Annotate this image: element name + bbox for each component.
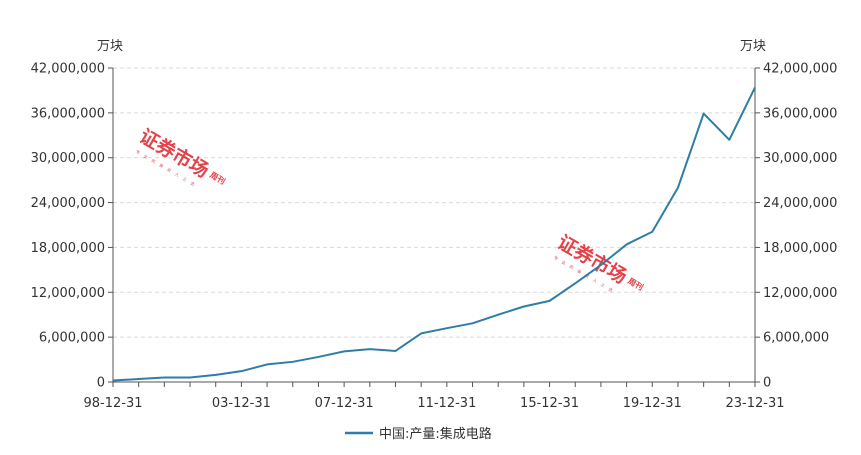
y-tick-label-left: 12,000,000 xyxy=(31,286,105,301)
y-unit-left: 万块 xyxy=(97,39,123,54)
y-tick-label-right: 36,000,000 xyxy=(763,106,837,121)
grid-lines xyxy=(113,67,755,338)
y-tick-label-left: 0 xyxy=(97,376,105,391)
x-tick-label: 23-12-31 xyxy=(725,396,784,411)
axes: 万块 万块 xyxy=(97,39,766,383)
watermark-side-text: 周刊 xyxy=(626,276,645,293)
x-tick-label: 03-12-31 xyxy=(212,396,271,411)
y-tick-label-left: 36,000,000 xyxy=(31,106,105,121)
x-tick-label: 15-12-31 xyxy=(520,396,579,411)
ticks: 0 0 6,000,000 6,000,000 12,000,000 12,000,000… xyxy=(31,62,838,412)
y-tick-label-right: 24,000,000 xyxy=(763,196,837,211)
series xyxy=(112,86,756,382)
y-tick-label-right: 18,000,000 xyxy=(763,241,837,256)
y-tick-label-right: 6,000,000 xyxy=(763,331,829,346)
y-tick-label-left: 24,000,000 xyxy=(31,196,105,211)
y-tick-label-left: 6,000,000 xyxy=(39,331,105,346)
y-tick-label-left: 42,000,000 xyxy=(31,62,105,77)
x-tick-label: 19-12-31 xyxy=(623,396,682,411)
legend-label: 中国:产量:集成电路 xyxy=(379,426,492,442)
y-tick-label-right: 0 xyxy=(763,376,771,391)
series-line xyxy=(112,86,756,382)
y-tick-label-right: 42,000,000 xyxy=(763,62,837,77)
x-tick-label: 07-12-31 xyxy=(315,396,374,411)
x-tick-label: 98-12-31 xyxy=(83,396,142,411)
y-tick-label-right: 30,000,000 xyxy=(763,151,837,166)
watermark-side-text: 周刊 xyxy=(208,170,227,187)
legend[interactable]: 中国:产量:集成电路 xyxy=(345,426,492,442)
y-tick-label-left: 18,000,000 xyxy=(31,241,105,256)
y-tick-label-right: 12,000,000 xyxy=(763,286,837,301)
y-unit-right: 万块 xyxy=(740,39,766,54)
x-tick-label: 11-12-31 xyxy=(417,396,476,411)
y-tick-label-left: 30,000,000 xyxy=(31,151,105,166)
